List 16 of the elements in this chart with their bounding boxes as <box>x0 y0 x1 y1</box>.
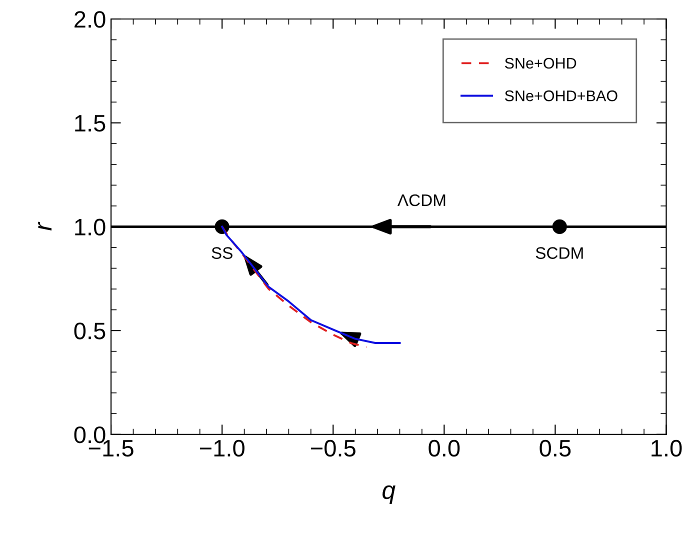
x-tick-label: 0.5 <box>540 440 571 457</box>
y-tick-label: 1.0 <box>75 218 106 236</box>
y-tick-label: 1.5 <box>75 115 106 132</box>
annotation: SCDM <box>536 247 583 259</box>
x-tick-label: −1.0 <box>200 440 244 457</box>
y-tick-label: 2.0 <box>74 11 106 28</box>
annotation: SS <box>212 247 232 259</box>
x-tick-label: −0.5 <box>310 440 356 457</box>
annotation: ΛCDM <box>397 194 446 206</box>
x-tick-label: 0.0 <box>428 440 460 457</box>
x-axis-title: q <box>382 485 396 504</box>
y-axis-title: r <box>38 222 52 230</box>
y-tick-label: 0.5 <box>74 322 106 340</box>
legend-label: SNe+OHD <box>504 58 576 69</box>
x-tick-label: 1.0 <box>652 440 682 457</box>
legend-label: SNe+OHD+BAO <box>504 90 618 102</box>
